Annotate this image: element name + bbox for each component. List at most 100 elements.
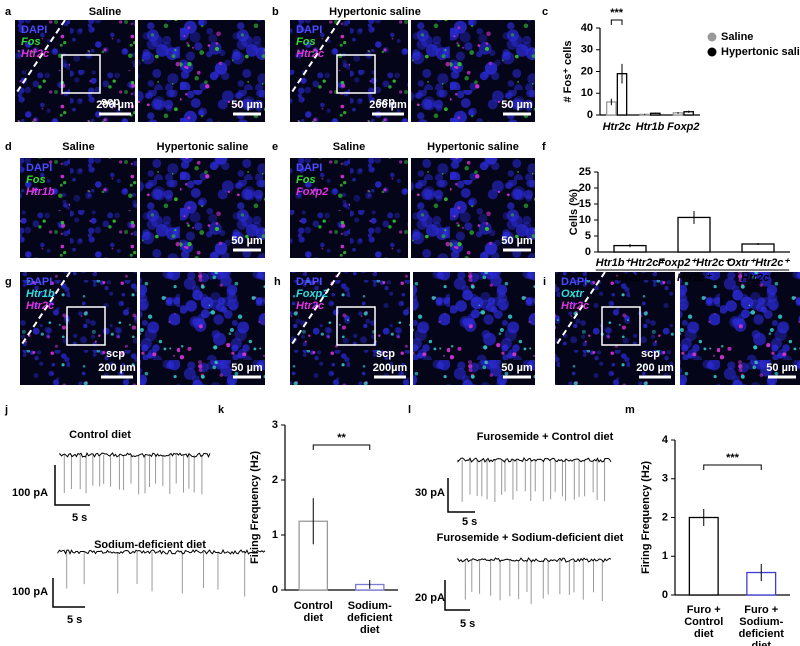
micrograph-zoom [140, 272, 265, 385]
scale-label: 50 µm [501, 362, 533, 374]
channel-label: Fos [21, 36, 41, 48]
panel-letter: e [272, 141, 278, 153]
y-tick-label: 3 [272, 419, 278, 431]
trace-title: Furosemide + Control diet [477, 431, 614, 443]
y-axis-title: # Fos⁺ cells [562, 40, 574, 102]
y-tick-label: 1 [662, 550, 668, 562]
scale-label: 200 µm [369, 99, 407, 111]
y-tick-label: 10 [581, 87, 593, 99]
x-tick-label: Htr1b⁺Htr2c⁺ [596, 257, 666, 269]
channel-label: Htr2c [26, 300, 54, 312]
micrograph [290, 20, 408, 122]
zoom-box [66, 306, 106, 346]
trace [59, 451, 211, 459]
micrograph [290, 272, 410, 385]
channel-label: DAPI [296, 276, 322, 288]
scale-bar [54, 465, 90, 506]
region-label: scp [106, 348, 125, 360]
scale-label: 50 µm [501, 235, 533, 247]
panel-letter: d [5, 141, 12, 153]
panel-title: Hypertonic saline [427, 141, 519, 153]
channel-label: Htr2c [21, 48, 49, 60]
y-tick-label: 25 [579, 166, 591, 178]
channel-label: Foxp2 [296, 186, 328, 198]
significance-bracket [610, 19, 623, 25]
panel-title: Saline [89, 6, 121, 18]
x-tick-label: Foxp2 [667, 121, 699, 133]
y-axis-title: Firing Frequency (Hz) [640, 461, 652, 574]
time-scale: 5 s [460, 618, 475, 630]
time-scale: 5 s [72, 512, 87, 524]
significance-label: *** [726, 452, 740, 464]
x-tick-label: diet [694, 628, 714, 640]
channel-label: Fos [296, 174, 316, 186]
zoom-box [61, 54, 101, 94]
channel-label: Fos [296, 36, 316, 48]
y-tick-label: 2 [272, 474, 278, 486]
scale-label: 200 µm [636, 362, 674, 374]
trace-title: Furosemide + Sodium-deficient diet [437, 532, 624, 544]
x-tick-label: diet [360, 624, 380, 636]
x-tick-label: Furo + [744, 604, 778, 616]
micrograph-zoom [411, 158, 535, 258]
scale-label: 50 µm [231, 235, 263, 247]
panel-letter: f [542, 141, 546, 153]
zoom-box [336, 306, 376, 346]
y-tick-label: 20 [581, 65, 593, 77]
x-tick-label: Furo + [687, 604, 721, 616]
panel-title: Saline [62, 141, 94, 153]
bar [741, 243, 775, 253]
boundary [14, 19, 66, 96]
legend-marker [707, 32, 717, 42]
boundary [19, 271, 71, 348]
legend-marker [707, 47, 717, 57]
legend-label: Saline [721, 31, 753, 43]
panel-letter: g [5, 276, 12, 288]
region-label: scp [376, 96, 395, 108]
y-tick-label: 3 [662, 473, 668, 485]
significance-label: ** [337, 432, 346, 444]
y-tick-label: 0 [585, 246, 591, 258]
panel-letter: j [4, 404, 8, 416]
scale-label: 50 µm [501, 99, 533, 111]
micrograph-zoom [413, 272, 535, 385]
channel-label: DAPI [296, 162, 322, 174]
scale-label: 50 µm [231, 362, 263, 374]
zoom-box [601, 306, 641, 346]
scale-bar [52, 578, 85, 608]
scale-label: 50 µm [231, 99, 263, 111]
x-tick-label: Htr2c⁺ [613, 272, 648, 284]
panel-letter: m [625, 404, 635, 416]
y-tick-label: 1 [272, 529, 278, 541]
channel-label: DAPI [296, 24, 322, 36]
significance-bracket [312, 444, 371, 450]
channel-label: DAPI [21, 24, 47, 36]
panel-letter: b [272, 6, 279, 18]
y-tick-label: 4 [662, 434, 669, 446]
trace [457, 557, 612, 563]
x-tick-label: Htr2c⁺ [677, 272, 712, 284]
micrograph [555, 272, 675, 385]
trace [57, 548, 266, 555]
panel-letter: c [542, 6, 548, 18]
panel-title: Saline [333, 141, 365, 153]
y-tick-label: 15 [579, 198, 591, 210]
y-tick-label: 0 [272, 584, 278, 596]
channel-label: Foxp2 [296, 288, 328, 300]
panel-letter: i [543, 276, 546, 288]
micrograph [20, 272, 137, 385]
boundary [289, 271, 341, 348]
current-scale: 20 pA [415, 592, 445, 604]
significance-label: *** [610, 7, 624, 19]
scale-bar [447, 478, 475, 513]
y-tick-label: 5 [585, 230, 591, 242]
x-tick-label: Htr2c⁺ [741, 272, 776, 284]
micrograph-zoom [411, 20, 535, 122]
boundary [554, 271, 606, 348]
x-tick-label: Control [684, 616, 723, 628]
region-label: scp [641, 348, 660, 360]
x-tick-label: Foxp2⁺Htr2c⁺ [658, 257, 731, 269]
x-tick-label: Oxtr⁺Htr2c⁺ [727, 257, 791, 269]
current-scale: 30 pA [415, 487, 445, 499]
